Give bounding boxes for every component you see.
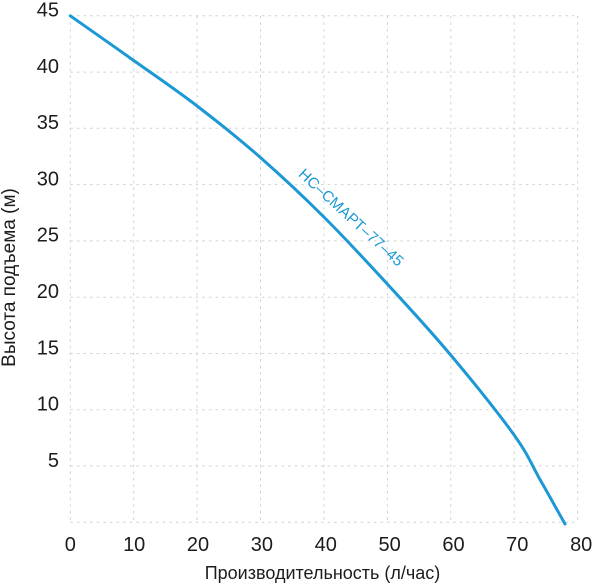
svg-text:15: 15	[37, 337, 59, 359]
svg-text:30: 30	[37, 168, 59, 190]
svg-text:40: 40	[37, 56, 59, 78]
svg-text:35: 35	[37, 112, 59, 134]
svg-text:25: 25	[37, 225, 59, 247]
svg-text:Высота подъема (м): Высота подъема (м)	[0, 188, 20, 367]
svg-text:20: 20	[37, 281, 59, 303]
svg-text:40: 40	[315, 534, 337, 556]
svg-text:5: 5	[48, 450, 59, 472]
svg-text:0: 0	[65, 534, 76, 556]
svg-text:10: 10	[37, 394, 59, 416]
svg-text:70: 70	[506, 534, 528, 556]
svg-text:80: 80	[570, 534, 592, 556]
svg-text:50: 50	[378, 534, 400, 556]
svg-text:30: 30	[251, 534, 273, 556]
svg-text:Производительность (л/час): Производительность (л/час)	[205, 563, 441, 583]
svg-text:10: 10	[123, 534, 145, 556]
svg-text:45: 45	[37, 0, 59, 22]
svg-text:20: 20	[187, 534, 209, 556]
svg-text:60: 60	[442, 534, 464, 556]
